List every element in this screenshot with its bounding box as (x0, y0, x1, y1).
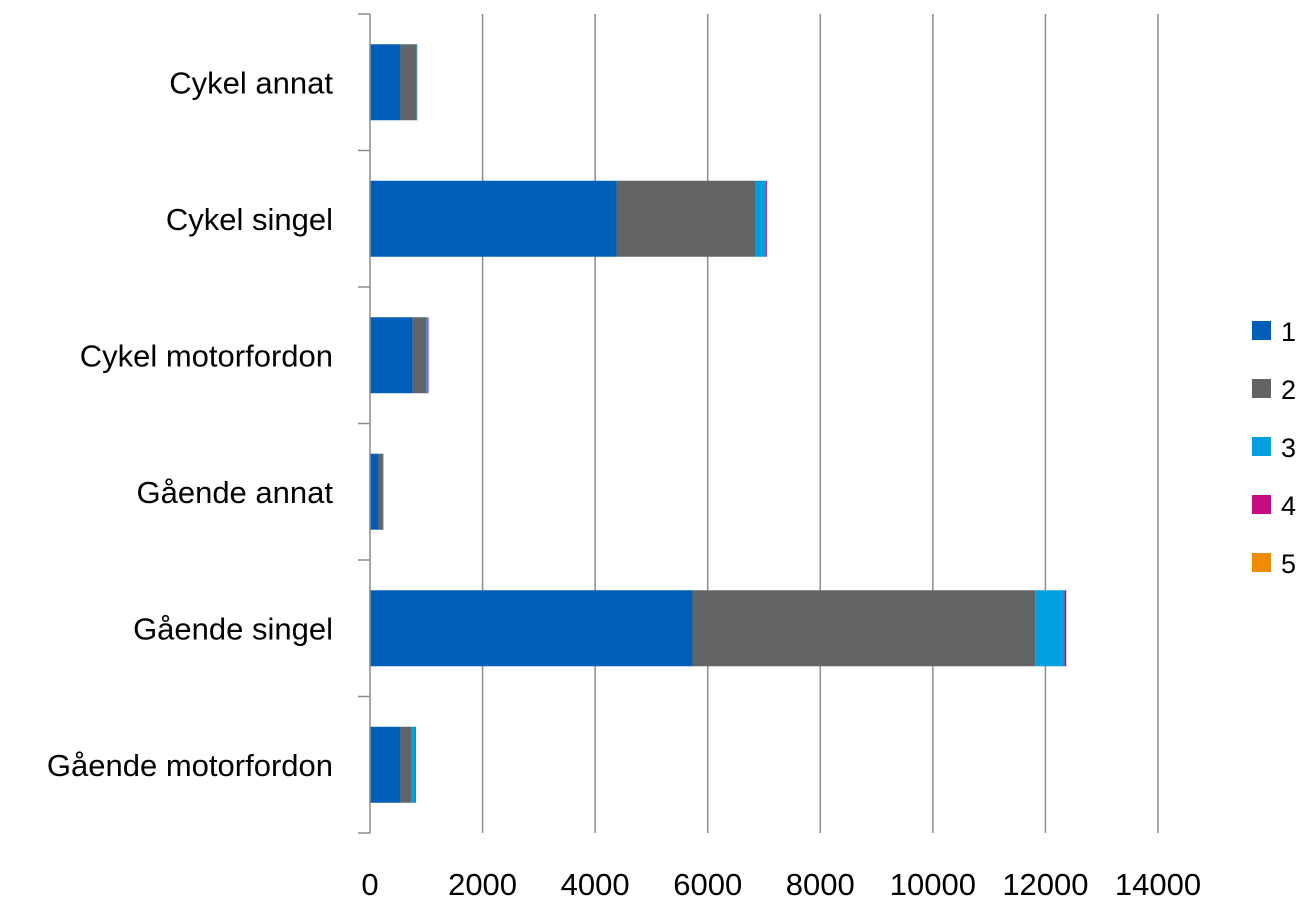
bar-segment-series-1 (370, 454, 378, 530)
legend-swatch (1252, 553, 1271, 572)
bar-segment-series-2 (617, 181, 755, 257)
category-label: Cykel singel (166, 202, 333, 237)
bar-segment-series-2 (413, 317, 427, 393)
bar-segment-series-4 (428, 317, 429, 393)
bar-segment-series-3 (426, 317, 428, 393)
bar-segment-series-2 (400, 44, 416, 120)
x-tick-label: 8000 (786, 867, 855, 898)
x-tick-labels: 0 2000 4000 6000 8000 10000 12000 14000 (361, 867, 1201, 898)
legend-label: 1 (1281, 317, 1296, 347)
bar-segment-series-3 (412, 727, 415, 803)
bar-segment-series-3 (755, 181, 766, 257)
x-tick-label: 12000 (1002, 867, 1088, 898)
bar-segment-series-2 (693, 590, 1036, 666)
vertical-gridlines (483, 14, 1158, 833)
legend-label: 2 (1281, 375, 1296, 405)
x-tick-label: 4000 (561, 867, 630, 898)
legend: 1 2 3 4 5 (1252, 317, 1296, 579)
bar-segment-series-1 (370, 181, 617, 257)
category-label: Gående motorfordon (47, 748, 333, 783)
x-tick-label: 6000 (673, 867, 742, 898)
legend-swatch (1252, 437, 1271, 456)
x-tick-label: 10000 (890, 867, 976, 898)
bar-segment-series-1 (370, 317, 413, 393)
x-tick-label: 14000 (1115, 867, 1201, 898)
bar-segment-series-2 (378, 454, 383, 530)
bar-segment-series-3 (417, 44, 418, 120)
category-label: Cykel motorfordon (80, 338, 333, 373)
legend-label: 5 (1281, 549, 1296, 579)
legend-swatch (1252, 495, 1271, 514)
bar-segment-series-4 (766, 181, 767, 257)
bar-segment-series-1 (370, 590, 693, 666)
bar-segment-series-4 (415, 727, 416, 803)
x-tick-label: 2000 (448, 867, 517, 898)
axes-group (358, 14, 370, 833)
bars-group (370, 44, 1066, 803)
legend-swatch (1252, 379, 1271, 398)
bar-segment-series-1 (370, 727, 400, 803)
category-label: Gående annat (136, 475, 333, 510)
legend-label: 4 (1281, 491, 1296, 521)
category-label: Gående singel (133, 611, 333, 646)
bar-segment-series-4 (1065, 590, 1067, 666)
category-label: Cykel annat (169, 65, 333, 100)
category-labels: Gående motorfordon Gående singel Gående an… (47, 65, 333, 783)
legend-swatch (1252, 321, 1271, 340)
x-tick-label: 0 (361, 867, 378, 898)
bar-segment-series-3 (1035, 590, 1064, 666)
legend-label: 3 (1281, 433, 1296, 463)
bar-segment-series-3 (383, 454, 384, 530)
bar-segment-series-1 (370, 44, 400, 120)
bar-segment-series-2 (400, 727, 411, 803)
